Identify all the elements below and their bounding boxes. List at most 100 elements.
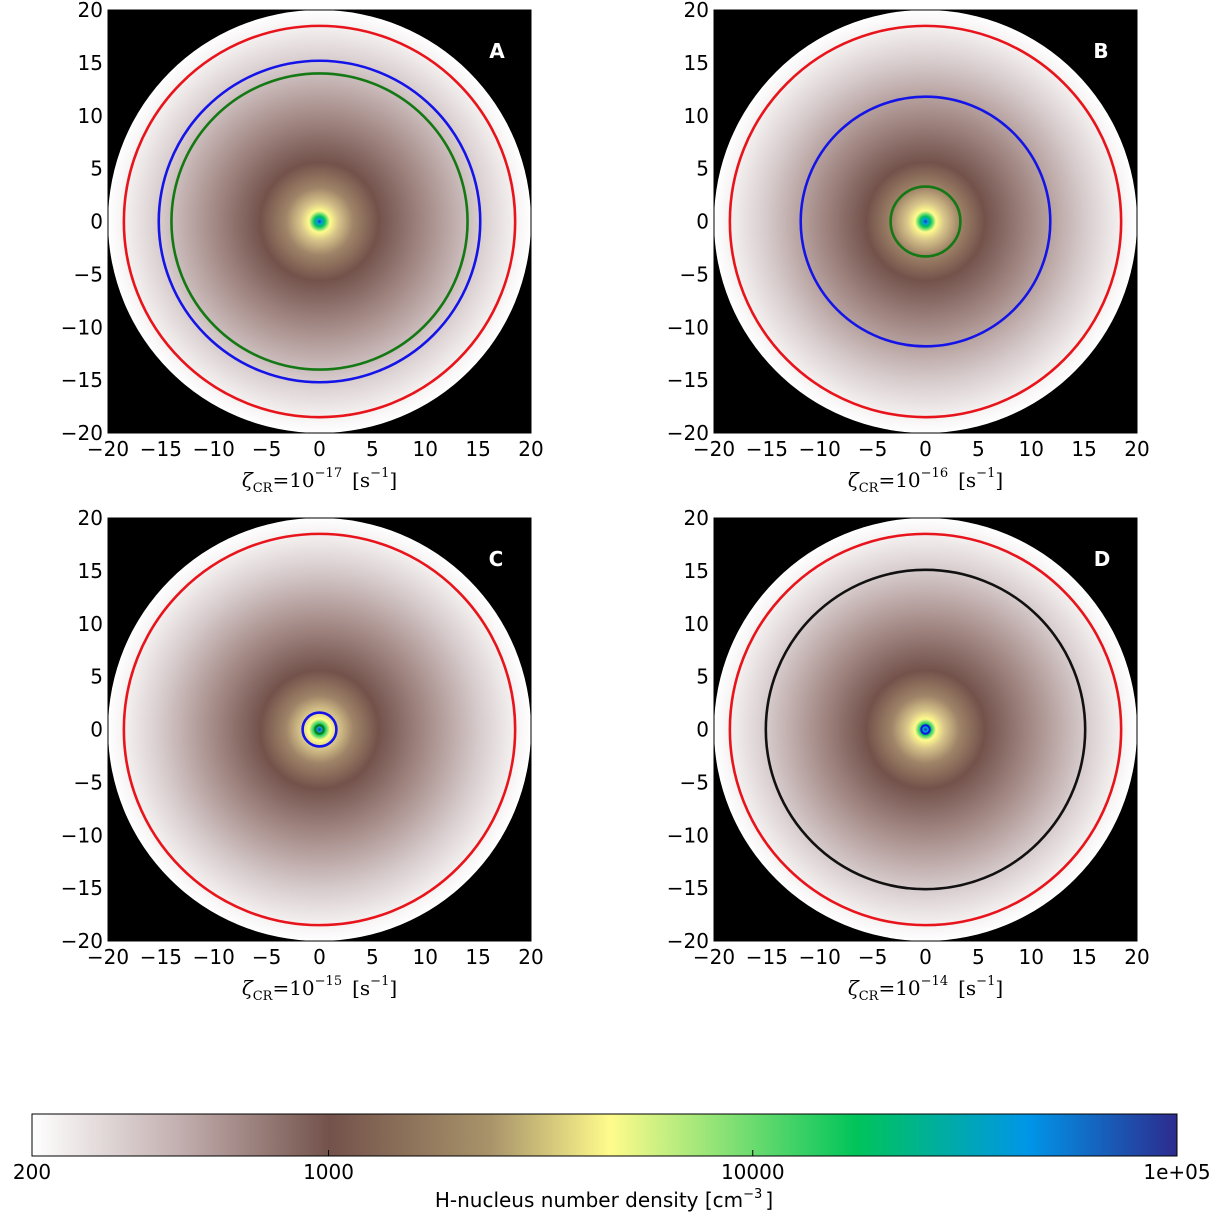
- y-tick-label: 0: [90, 718, 103, 742]
- y-tick-label: 20: [78, 0, 103, 22]
- y-tick-label: 0: [90, 210, 103, 234]
- x-label-zeta-sub: CR: [253, 481, 274, 496]
- x-tick-label: 0: [313, 437, 326, 461]
- y-tick-label: −15: [667, 368, 709, 392]
- contour-group: [728, 532, 1123, 927]
- x-tick-label: 20: [1124, 945, 1149, 969]
- contour-circle: [122, 24, 517, 419]
- y-tick-label: 5: [696, 157, 709, 181]
- x-tick-label: −15: [746, 437, 788, 461]
- x-tick-label: −10: [193, 945, 235, 969]
- colorbar-label-exponent: −3: [743, 1187, 762, 1202]
- x-label-eq: =10: [878, 976, 920, 1000]
- x-label-eq: =10: [878, 468, 920, 492]
- y-tick-label: 20: [684, 0, 709, 22]
- x-label-unit-open: [s: [958, 468, 976, 492]
- y-tick-label: −10: [667, 823, 709, 847]
- x-tick-label: −15: [746, 945, 788, 969]
- x-label-unit-exponent: −1: [976, 974, 995, 989]
- x-label-unit-open: [s: [958, 976, 976, 1000]
- plot-frame: [713, 9, 1138, 434]
- x-tick-labels: −20 −15 −10 −5 0 5 10 15 20: [87, 437, 544, 461]
- panel-letter-label: D: [1094, 547, 1111, 571]
- contour-circle: [157, 59, 482, 384]
- y-tick-labels: 20 15 10 5 0 −5 −10 −15 −20: [61, 506, 103, 953]
- x-tick-label: 0: [313, 945, 326, 969]
- x-tick-label: −10: [799, 437, 841, 461]
- contour-circle: [889, 185, 962, 258]
- contour-circle: [728, 24, 1123, 419]
- colorbar-tick-label: 1000: [303, 1160, 354, 1184]
- contour-group: [122, 532, 517, 927]
- y-tick-label: 5: [90, 157, 103, 181]
- x-label-exponent: −15: [315, 974, 342, 989]
- x-tick-label: 10: [413, 437, 438, 461]
- x-label-zeta: ζ: [848, 976, 860, 1000]
- x-tick-label: 15: [465, 945, 490, 969]
- x-label-unit-close: ]: [389, 976, 397, 1000]
- y-tick-label: −10: [61, 315, 103, 339]
- y-tick-label: 20: [684, 506, 709, 530]
- plot-frame: [713, 517, 1138, 942]
- x-tick-label: −20: [693, 945, 735, 969]
- y-tick-label: −5: [680, 262, 709, 286]
- x-tick-label: 5: [972, 437, 985, 461]
- x-tick-label: −20: [87, 945, 129, 969]
- x-label-eq: =10: [272, 468, 314, 492]
- x-tick-label: −5: [858, 437, 887, 461]
- x-tick-label: 5: [972, 945, 985, 969]
- x-tick-label: −20: [693, 437, 735, 461]
- x-label-unit-open: [s: [352, 468, 370, 492]
- x-label-unit-open: [s: [352, 976, 370, 1000]
- x-tick-label: 20: [518, 945, 543, 969]
- y-tick-label: −15: [61, 368, 103, 392]
- colorbar-gradient-bar: [31, 1113, 1178, 1157]
- x-tick-label: 15: [465, 437, 490, 461]
- density-disc: [714, 518, 1137, 941]
- panel-letter-label: A: [489, 39, 505, 63]
- y-tick-label: 15: [684, 559, 709, 583]
- y-tick-label: −5: [74, 262, 103, 286]
- x-label-zeta: ζ: [848, 468, 860, 492]
- x-label-unit-close: ]: [995, 468, 1003, 492]
- contour-circle: [920, 724, 931, 735]
- x-axis-label: ζCR=10−16 [s−1]: [848, 466, 1003, 496]
- contour-circle: [728, 532, 1123, 927]
- colorbar-tick-label: 200: [13, 1160, 51, 1184]
- colorbar-label-prefix: H-nucleus number density [cm: [435, 1188, 743, 1212]
- plot-frame: [107, 517, 532, 942]
- y-tick-label: −5: [680, 770, 709, 794]
- x-axis-label: ζCR=10−17 [s−1]: [242, 466, 397, 496]
- x-label-zeta-sub: CR: [253, 989, 274, 1004]
- y-tick-label: −20: [667, 421, 709, 445]
- y-tick-label: −10: [61, 823, 103, 847]
- x-tick-label: −20: [87, 437, 129, 461]
- x-label-unit-close: ]: [995, 976, 1003, 1000]
- y-tick-label: 5: [696, 665, 709, 689]
- x-label-exponent: −14: [921, 974, 948, 989]
- y-tick-label: −20: [61, 929, 103, 953]
- x-tick-label: −10: [193, 437, 235, 461]
- x-tick-label: −15: [140, 945, 182, 969]
- x-tick-label: 10: [413, 945, 438, 969]
- colorbar-tick-label: 1e+05: [1143, 1160, 1210, 1184]
- x-label-zeta: ζ: [242, 976, 254, 1000]
- density-disc: [108, 10, 531, 433]
- x-label-zeta: ζ: [242, 468, 254, 492]
- y-tick-label: 10: [684, 612, 709, 636]
- y-tick-label: 10: [78, 612, 103, 636]
- x-label-unit-exponent: −1: [370, 466, 389, 481]
- y-tick-label: 15: [78, 559, 103, 583]
- y-tick-label: 20: [78, 506, 103, 530]
- x-tick-label: 15: [1071, 437, 1096, 461]
- y-tick-label: 0: [696, 718, 709, 742]
- panel-letter-label: B: [1093, 39, 1108, 63]
- x-label-unit-exponent: −1: [370, 974, 389, 989]
- contour-circle: [301, 711, 338, 748]
- y-tick-label: −15: [667, 876, 709, 900]
- x-tick-label: 10: [1019, 945, 1044, 969]
- contour-circle: [314, 724, 325, 735]
- y-tick-label: −10: [667, 315, 709, 339]
- x-tick-labels: −20 −15 −10 −5 0 5 10 15 20: [87, 945, 544, 969]
